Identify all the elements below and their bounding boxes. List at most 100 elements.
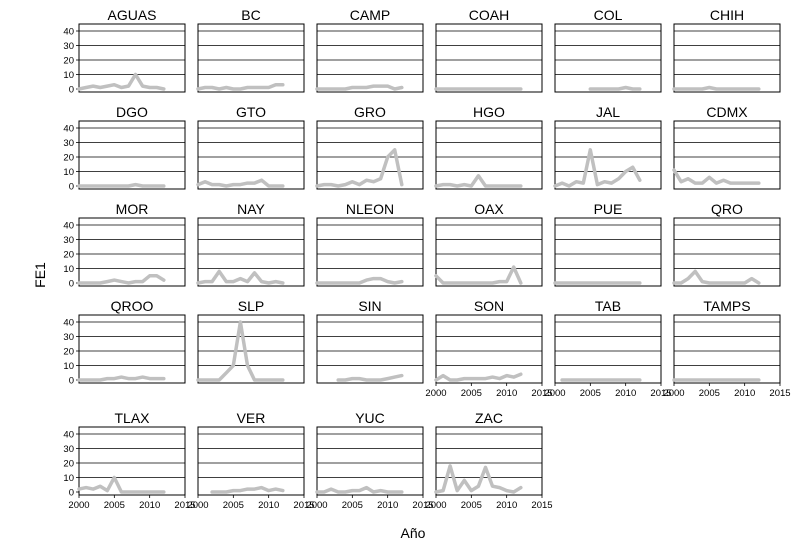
- panel-zac-xtick-label-2010: 2010: [496, 500, 517, 511]
- panel-qro-series-line: [672, 269, 761, 285]
- panel-mor-ytick-label-0: 0: [69, 279, 74, 290]
- panel-tamps-xtick-label-2005: 2005: [699, 388, 720, 399]
- panel-mor-ytick-label-30: 30: [63, 235, 74, 246]
- panel-pue-frame: [554, 217, 662, 287]
- panel-dgo-ytick-label-10: 10: [63, 167, 74, 178]
- panel-son: SON 2000 2005 2010 2015: [425, 298, 552, 399]
- panel-tamps-xtick-label-2000: 2000: [663, 388, 684, 399]
- panel-mor-title: MOR: [116, 201, 149, 217]
- panel-ver: VER 2000 2005 2010 2015: [187, 410, 314, 511]
- panel-camp-title: CAMP: [350, 7, 390, 23]
- panel-ver-xtick-label-2015: 2015: [293, 500, 314, 511]
- panel-tab-xtick-label-2005: 2005: [580, 388, 601, 399]
- panel-yuc-title: YUC: [355, 410, 385, 426]
- panel-qroo-ytick-label-10: 10: [63, 361, 74, 372]
- panel-slp-frame: [197, 314, 305, 384]
- panel-zac-xtick-label-2015: 2015: [531, 500, 552, 511]
- panel-pue-title: PUE: [594, 201, 623, 217]
- panel-tlax-series-line: [77, 475, 166, 494]
- panel-tamps-xtick-label-2015: 2015: [769, 388, 790, 399]
- panel-yuc-series-line: [315, 485, 404, 494]
- panel-tlax-xtick-label-2005: 2005: [104, 500, 125, 511]
- panel-bc-frame: [197, 23, 305, 93]
- panel-aguas-ytick-label-30: 30: [63, 41, 74, 52]
- panel-grid: AGUAS 0 10 20 30 40 BC CAMP COAH COL CHIH DGO 0 10 20 3…: [63, 7, 790, 511]
- panel-ver-series-line: [210, 485, 285, 494]
- panel-chih: CHIH: [672, 7, 781, 93]
- panel-dgo-title: DGO: [116, 104, 148, 120]
- panel-qroo-frame: [78, 314, 186, 384]
- panel-tamps-xtick-label-2010: 2010: [734, 388, 755, 399]
- panel-gto: GTO: [196, 104, 305, 190]
- panel-aguas-ytick-label-20: 20: [63, 56, 74, 67]
- panel-aguas-ytick-label-40: 40: [63, 27, 74, 38]
- panel-mor-ytick-label-40: 40: [63, 221, 74, 232]
- panel-oax: OAX: [434, 201, 543, 287]
- panel-yuc-xtick-label-2005: 2005: [342, 500, 363, 511]
- panel-tlax-ytick-label-10: 10: [63, 473, 74, 484]
- panel-qroo: QROO 0 10 20 30 40: [63, 298, 186, 387]
- panel-yuc: YUC 2000 2005 2010 2015: [306, 410, 433, 511]
- panel-mor-ytick-label-10: 10: [63, 264, 74, 275]
- panel-nay: NAY: [196, 201, 305, 287]
- panel-jal-title: JAL: [596, 104, 620, 120]
- panel-dgo-ytick-label-0: 0: [69, 182, 74, 193]
- panel-tlax-ytick-label-0: 0: [69, 488, 74, 499]
- panel-mor: MOR 0 10 20 30 40: [63, 201, 186, 290]
- panel-son-xtick-label-2000: 2000: [425, 388, 446, 399]
- panel-slp-series-line: [196, 320, 285, 382]
- panel-nleon-frame: [316, 217, 424, 287]
- panel-gro-title: GRO: [354, 104, 386, 120]
- panel-yuc-xtick-label-2015: 2015: [412, 500, 433, 511]
- panel-yuc-xtick-label-2010: 2010: [377, 500, 398, 511]
- panel-aguas-ytick-label-10: 10: [63, 70, 74, 81]
- panel-aguas-series-line: [77, 72, 166, 91]
- x-axis-title: Año: [401, 525, 426, 541]
- panel-qro-title: QRO: [711, 201, 743, 217]
- panel-qroo-series-line: [77, 375, 166, 382]
- panel-coah: COAH: [434, 7, 543, 93]
- panel-camp-series-line: [315, 84, 404, 91]
- panel-mor-ytick-label-20: 20: [63, 250, 74, 261]
- panel-mor-frame: [78, 217, 186, 287]
- panel-jal-series-line: [553, 148, 642, 188]
- panel-nay-series-line: [196, 269, 285, 285]
- panel-cdmx-frame: [673, 120, 781, 190]
- panel-dgo-ytick-label-40: 40: [63, 124, 74, 135]
- panel-col-series-line: [588, 85, 642, 91]
- panel-tab: TAB 2000 2005 2010 2015: [544, 298, 671, 399]
- panel-aguas-ytick-label-0: 0: [69, 85, 74, 96]
- panel-tlax-xtick-label-2010: 2010: [139, 500, 160, 511]
- panel-son-xtick-label-2015: 2015: [531, 388, 552, 399]
- panel-chih-frame: [673, 23, 781, 93]
- panel-tab-xtick-label-2010: 2010: [615, 388, 636, 399]
- panel-son-series-line: [434, 372, 523, 382]
- panel-son-xtick-label-2005: 2005: [461, 388, 482, 399]
- panel-sin-series-line: [336, 373, 404, 382]
- panel-tlax-ytick-label-20: 20: [63, 459, 74, 470]
- panel-jal: JAL: [553, 104, 662, 190]
- panel-bc: BC: [196, 7, 305, 93]
- panel-col: COL: [554, 7, 662, 93]
- panel-camp-frame: [316, 23, 424, 93]
- panel-son-title: SON: [474, 298, 504, 314]
- panel-pue: PUE: [553, 201, 662, 287]
- panel-zac-xtick-label-2000: 2000: [425, 500, 446, 511]
- panel-tlax-ytick-label-40: 40: [63, 430, 74, 441]
- panel-dgo-series-line: [77, 182, 166, 188]
- panel-nleon: NLEON: [315, 201, 424, 287]
- panel-tlax-frame: [78, 426, 186, 496]
- panel-son-xtick-label-2010: 2010: [496, 388, 517, 399]
- panel-qroo-ytick-label-0: 0: [69, 376, 74, 387]
- panel-coah-frame: [435, 23, 543, 93]
- panel-mor-series-line: [77, 274, 166, 285]
- panel-ver-frame: [197, 426, 305, 496]
- panel-qroo-ytick-label-30: 30: [63, 332, 74, 343]
- panel-gro-series-line: [315, 148, 404, 188]
- panel-zac-frame: [435, 426, 543, 496]
- panel-hgo-frame: [435, 120, 543, 190]
- panel-qroo-ytick-label-20: 20: [63, 347, 74, 358]
- panel-ver-xtick-label-2010: 2010: [258, 500, 279, 511]
- panel-aguas-title: AGUAS: [107, 7, 156, 23]
